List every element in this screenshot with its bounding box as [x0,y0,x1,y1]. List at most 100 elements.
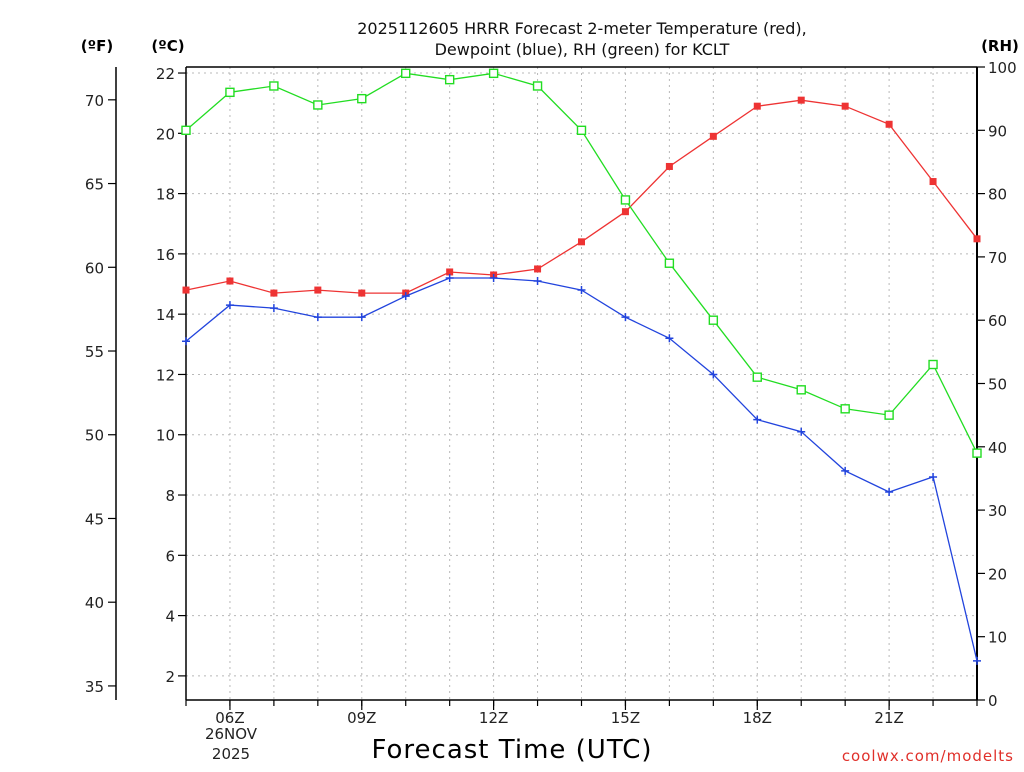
temperature-point [182,286,190,294]
temperature-point [358,289,366,297]
dewpoint-point [709,370,718,379]
dewpoint-point [929,472,938,481]
rh-point [840,404,850,414]
temperature-point [797,96,805,104]
x-tick-label: 15Z [611,709,640,727]
dewpoint-point [357,313,366,322]
credit-label: coolwx.com/modelts [842,747,1014,765]
x-tick-label: 18Z [743,709,772,727]
rh-tick-label: 90 [988,122,1007,140]
temperature-point [885,120,893,128]
temperature-point [226,277,234,285]
rh-point [357,93,367,104]
rh-tick-label: 70 [988,249,1007,267]
dewpoint-point [489,274,498,282]
fahrenheit-tick-label: 45 [85,510,104,528]
rh-point [708,315,719,325]
rh-point [225,87,235,98]
rh-point [269,81,279,91]
rh-tick-label: 100 [988,59,1017,77]
rh-point [664,258,675,268]
rh-tick-label: 80 [988,186,1007,204]
x-tick-label: 09Z [347,709,376,727]
dewpoint-point [841,466,850,475]
celsius-tick-label: 6 [165,547,175,565]
date-label-day: 26NOV [205,725,258,743]
rh-point [313,100,323,110]
dewpoint-point [665,334,674,343]
temperature-point [534,265,542,273]
rh-point [928,359,938,370]
temperature-point [841,102,849,110]
celsius-tick-label: 2 [165,668,175,686]
dewpoint-point [269,304,278,313]
temperature-point [709,132,717,140]
rh-point [620,195,631,205]
temperature-point [665,162,673,170]
dewpoint-point [401,292,410,301]
rh-point [576,125,587,136]
fahrenheit-tick-label: 60 [85,259,104,277]
rh-tick-label: 40 [988,439,1007,457]
grid-layer [186,67,977,700]
dewpoint-point [753,415,762,424]
dewpoint-point [621,313,630,322]
rh-tick-label: 30 [988,502,1007,520]
rh-tick-label: 0 [988,692,998,710]
rh-point [532,81,543,91]
celsius-tick-label: 10 [156,427,175,445]
date-label-year: 2025 [212,745,250,763]
rh-point [181,125,191,136]
fahrenheit-tick-label: 35 [85,678,104,696]
chart-title-line1: 2025112605 HRRR Forecast 2-meter Tempera… [357,19,807,38]
fahrenheit-tick-label: 65 [85,176,104,194]
chart-title-line2: Dewpoint (blue), RH (green) for KCLT [435,40,730,59]
temperature-point [973,235,981,243]
series-layer [181,68,982,665]
dewpoint-point [885,488,894,497]
fahrenheit-tick-label: 55 [85,343,104,361]
x-tick-label: 06Z [215,709,244,727]
rh-point [752,372,762,382]
dewpoint-point [797,427,806,436]
fahrenheit-unit-label: (ºF) [81,37,113,55]
temperature-point [753,102,761,110]
celsius-tick-label: 16 [156,246,175,264]
dewpoint-point [182,337,190,346]
rh-point [972,448,982,458]
celsius-tick-label: 14 [156,306,175,324]
rh-tick-label: 20 [988,565,1007,583]
celsius-tick-label: 20 [156,125,175,143]
rh-point [796,385,806,395]
celsius-tick-label: 4 [165,608,175,626]
temperature-point [929,178,937,186]
celsius-tick-label: 22 [156,65,175,83]
x-tick-label: 21Z [874,709,903,727]
rh-point [401,68,411,79]
celsius-unit-label: (ºC) [151,37,184,55]
celsius-tick-label: 18 [156,186,175,204]
temperature-point [314,286,322,294]
rh-tick-label: 50 [988,376,1007,394]
dewpoint-point [533,277,542,286]
temperature-point [578,238,585,246]
temperature-point [270,289,278,297]
dewpoint-point [973,656,981,665]
temperature-point [446,268,454,276]
rh-point [884,410,894,420]
rh-point [444,74,455,85]
dewpoint-point [225,301,234,310]
rh-point [488,68,499,79]
fahrenheit-tick-label: 40 [85,594,104,612]
x-axis-title: Forecast Time (UTC) [371,735,652,765]
x-tick-label: 12Z [479,709,508,727]
dewpoint-point [577,286,586,295]
fahrenheit-tick-label: 70 [85,92,104,110]
axes-layer: 2 4 6 8 10 12 14 16 18 20 22 35 40 45 50 55 60 65 70 0 10 20 3… [85,59,1017,727]
rh-unit-label: (RH) [981,37,1019,55]
dewpoint-point [445,274,454,282]
celsius-tick-label: 8 [165,487,175,505]
celsius-tick-label: 12 [156,366,175,384]
fahrenheit-tick-label: 50 [85,427,104,445]
